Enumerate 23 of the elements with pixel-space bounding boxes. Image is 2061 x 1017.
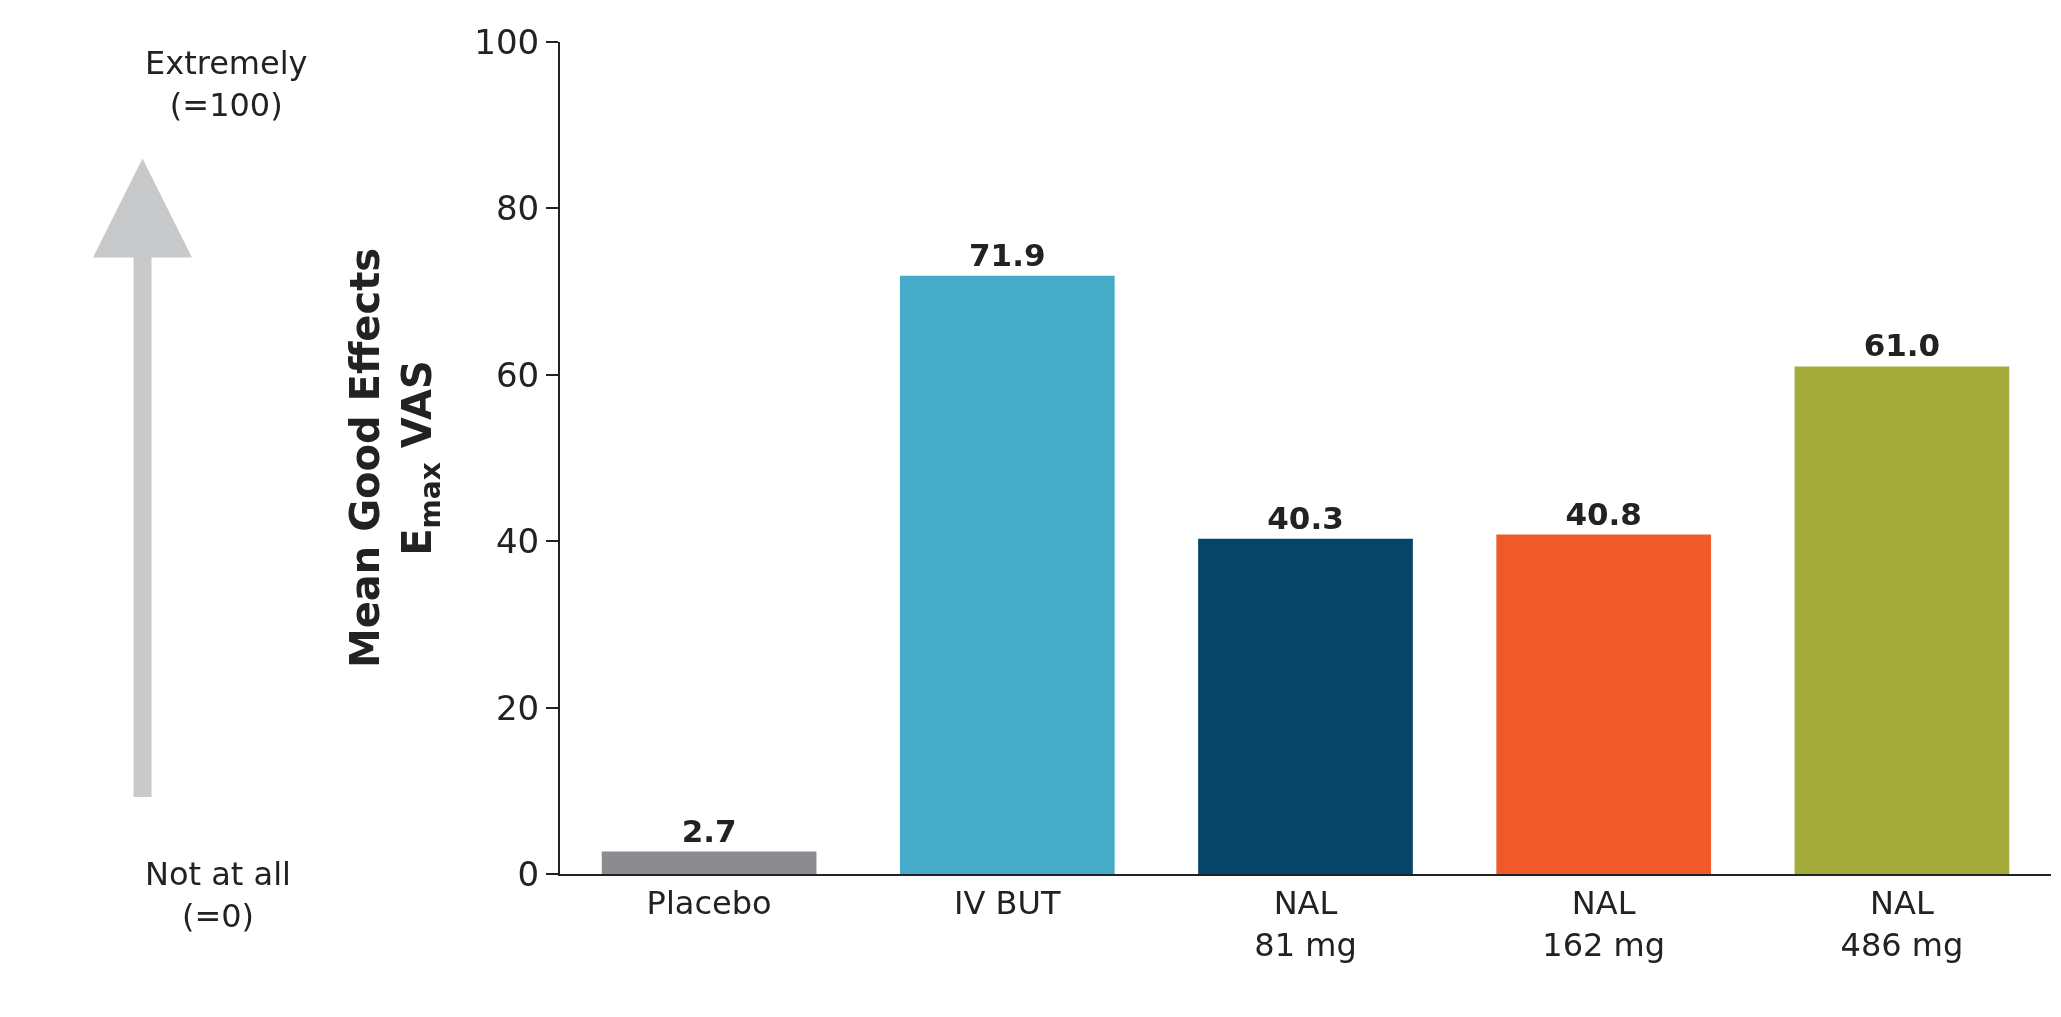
x-tick-label: NAL 162 mg — [1542, 884, 1666, 964]
y-tick-label: 100 — [474, 21, 540, 62]
text: Extremely (=100) — [145, 44, 308, 124]
data-label: 40.3 — [1267, 499, 1344, 536]
data-label: 71.9 — [969, 236, 1046, 273]
y-tick-label: 80 — [495, 188, 540, 229]
y-tick-label: 0 — [517, 853, 540, 894]
data-label: 2.7 — [681, 812, 737, 849]
x-tick-label: NAL 486 mg — [1840, 884, 1964, 964]
bar — [1496, 534, 1712, 874]
y-tick-label: 60 — [495, 354, 540, 395]
bar — [1198, 538, 1413, 874]
y-tick-label: 20 — [495, 687, 540, 728]
y-tick-label: 40 — [495, 521, 540, 562]
x-tick-label: Placebo — [646, 884, 772, 923]
data-label: 40.8 — [1565, 495, 1642, 532]
x-tick-label: IV BUT — [954, 884, 1061, 923]
text: Not at all (=0) — [145, 855, 291, 935]
data-label: 61.0 — [1863, 327, 1941, 364]
bar — [1794, 366, 2010, 874]
bar — [601, 851, 817, 874]
x-tick-label: NAL 81 mg — [1254, 884, 1357, 964]
bar — [899, 275, 1115, 874]
